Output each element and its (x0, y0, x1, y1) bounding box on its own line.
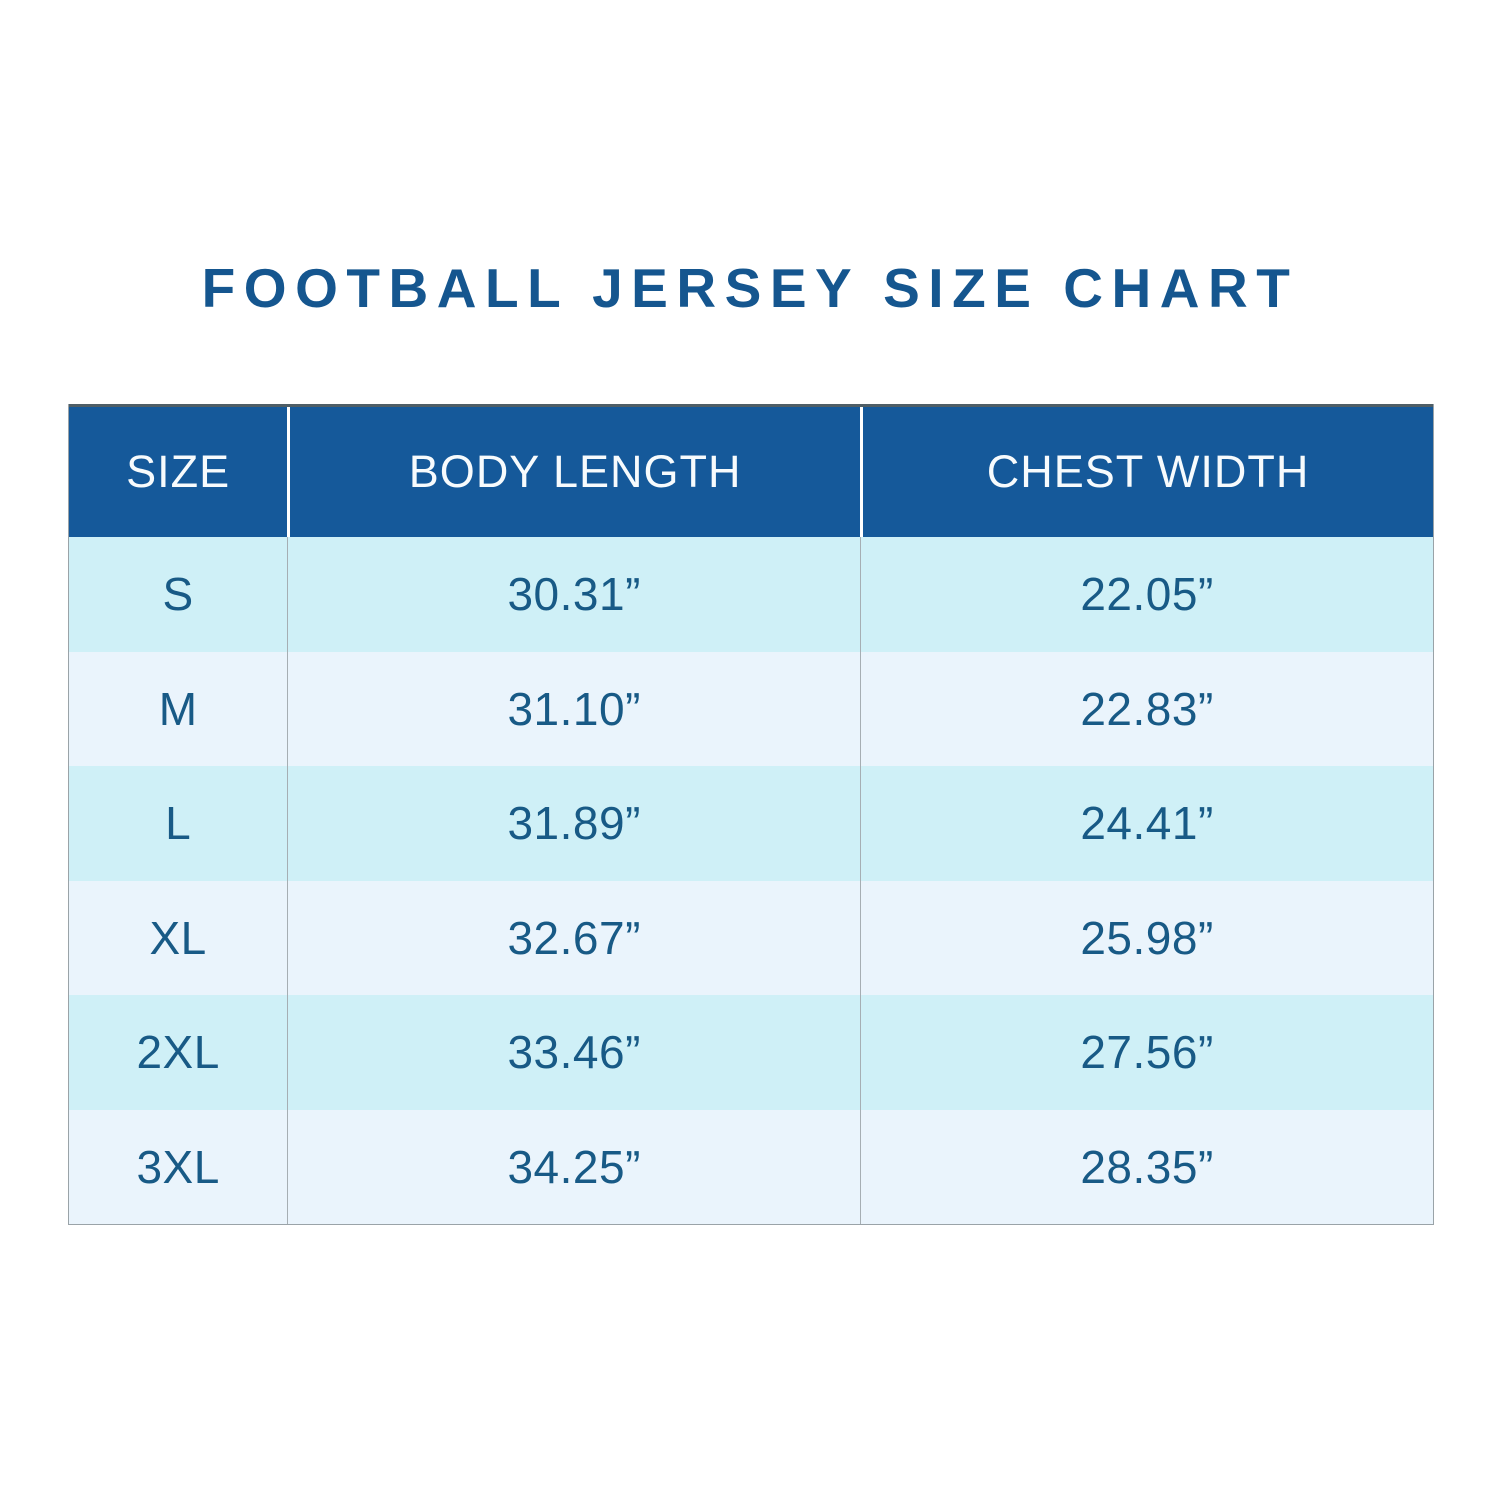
cell-chest-width: 28.35” (860, 1109, 1433, 1224)
table-row-m: M 31.10” 22.83” (69, 651, 1433, 766)
cell-body-length: 31.89” (287, 766, 860, 881)
cell-body-length: 31.10” (287, 651, 860, 766)
cell-size: XL (149, 911, 207, 964)
cell-size: 3XL (136, 1140, 220, 1193)
cell-chest-width: 24.41” (860, 766, 1433, 881)
cell-chest-width: 22.83” (860, 651, 1433, 766)
cell-chest-width: 27.56” (860, 995, 1433, 1110)
table-row-xl: XL 32.67” 25.98” (69, 880, 1433, 995)
page-title: FOOTBALL JERSEY SIZE CHART (201, 257, 1299, 319)
table-row-l: L 31.89” 24.41” (69, 766, 1433, 881)
table-row-2xl: 2XL 33.46” 27.56” (69, 995, 1433, 1110)
table-row-3xl: 3XL 34.25” 28.35” (69, 1109, 1433, 1224)
table-row-s: S 30.31” 22.05” (69, 537, 1433, 652)
size-chart-table: SIZE BODY LENGTH CHEST WIDTH S 30.31” 22… (68, 404, 1434, 1225)
header-cell-body-length: BODY LENGTH (287, 407, 860, 537)
cell-size: L (165, 797, 192, 850)
cell-body-length: 32.67” (287, 880, 860, 995)
cell-size: M (158, 682, 198, 735)
cell-chest-width: 25.98” (860, 880, 1433, 995)
cell-body-length: 30.31” (287, 537, 860, 652)
cell-body-length: 33.46” (287, 995, 860, 1110)
cell-size: S (162, 568, 194, 621)
cell-size: 2XL (136, 1026, 220, 1079)
table-header-row: SIZE BODY LENGTH CHEST WIDTH (69, 404, 1433, 537)
header-cell-size: SIZE (126, 446, 231, 497)
cell-chest-width: 22.05” (860, 537, 1433, 652)
header-cell-chest-width: CHEST WIDTH (860, 407, 1433, 537)
cell-body-length: 34.25” (287, 1109, 860, 1224)
